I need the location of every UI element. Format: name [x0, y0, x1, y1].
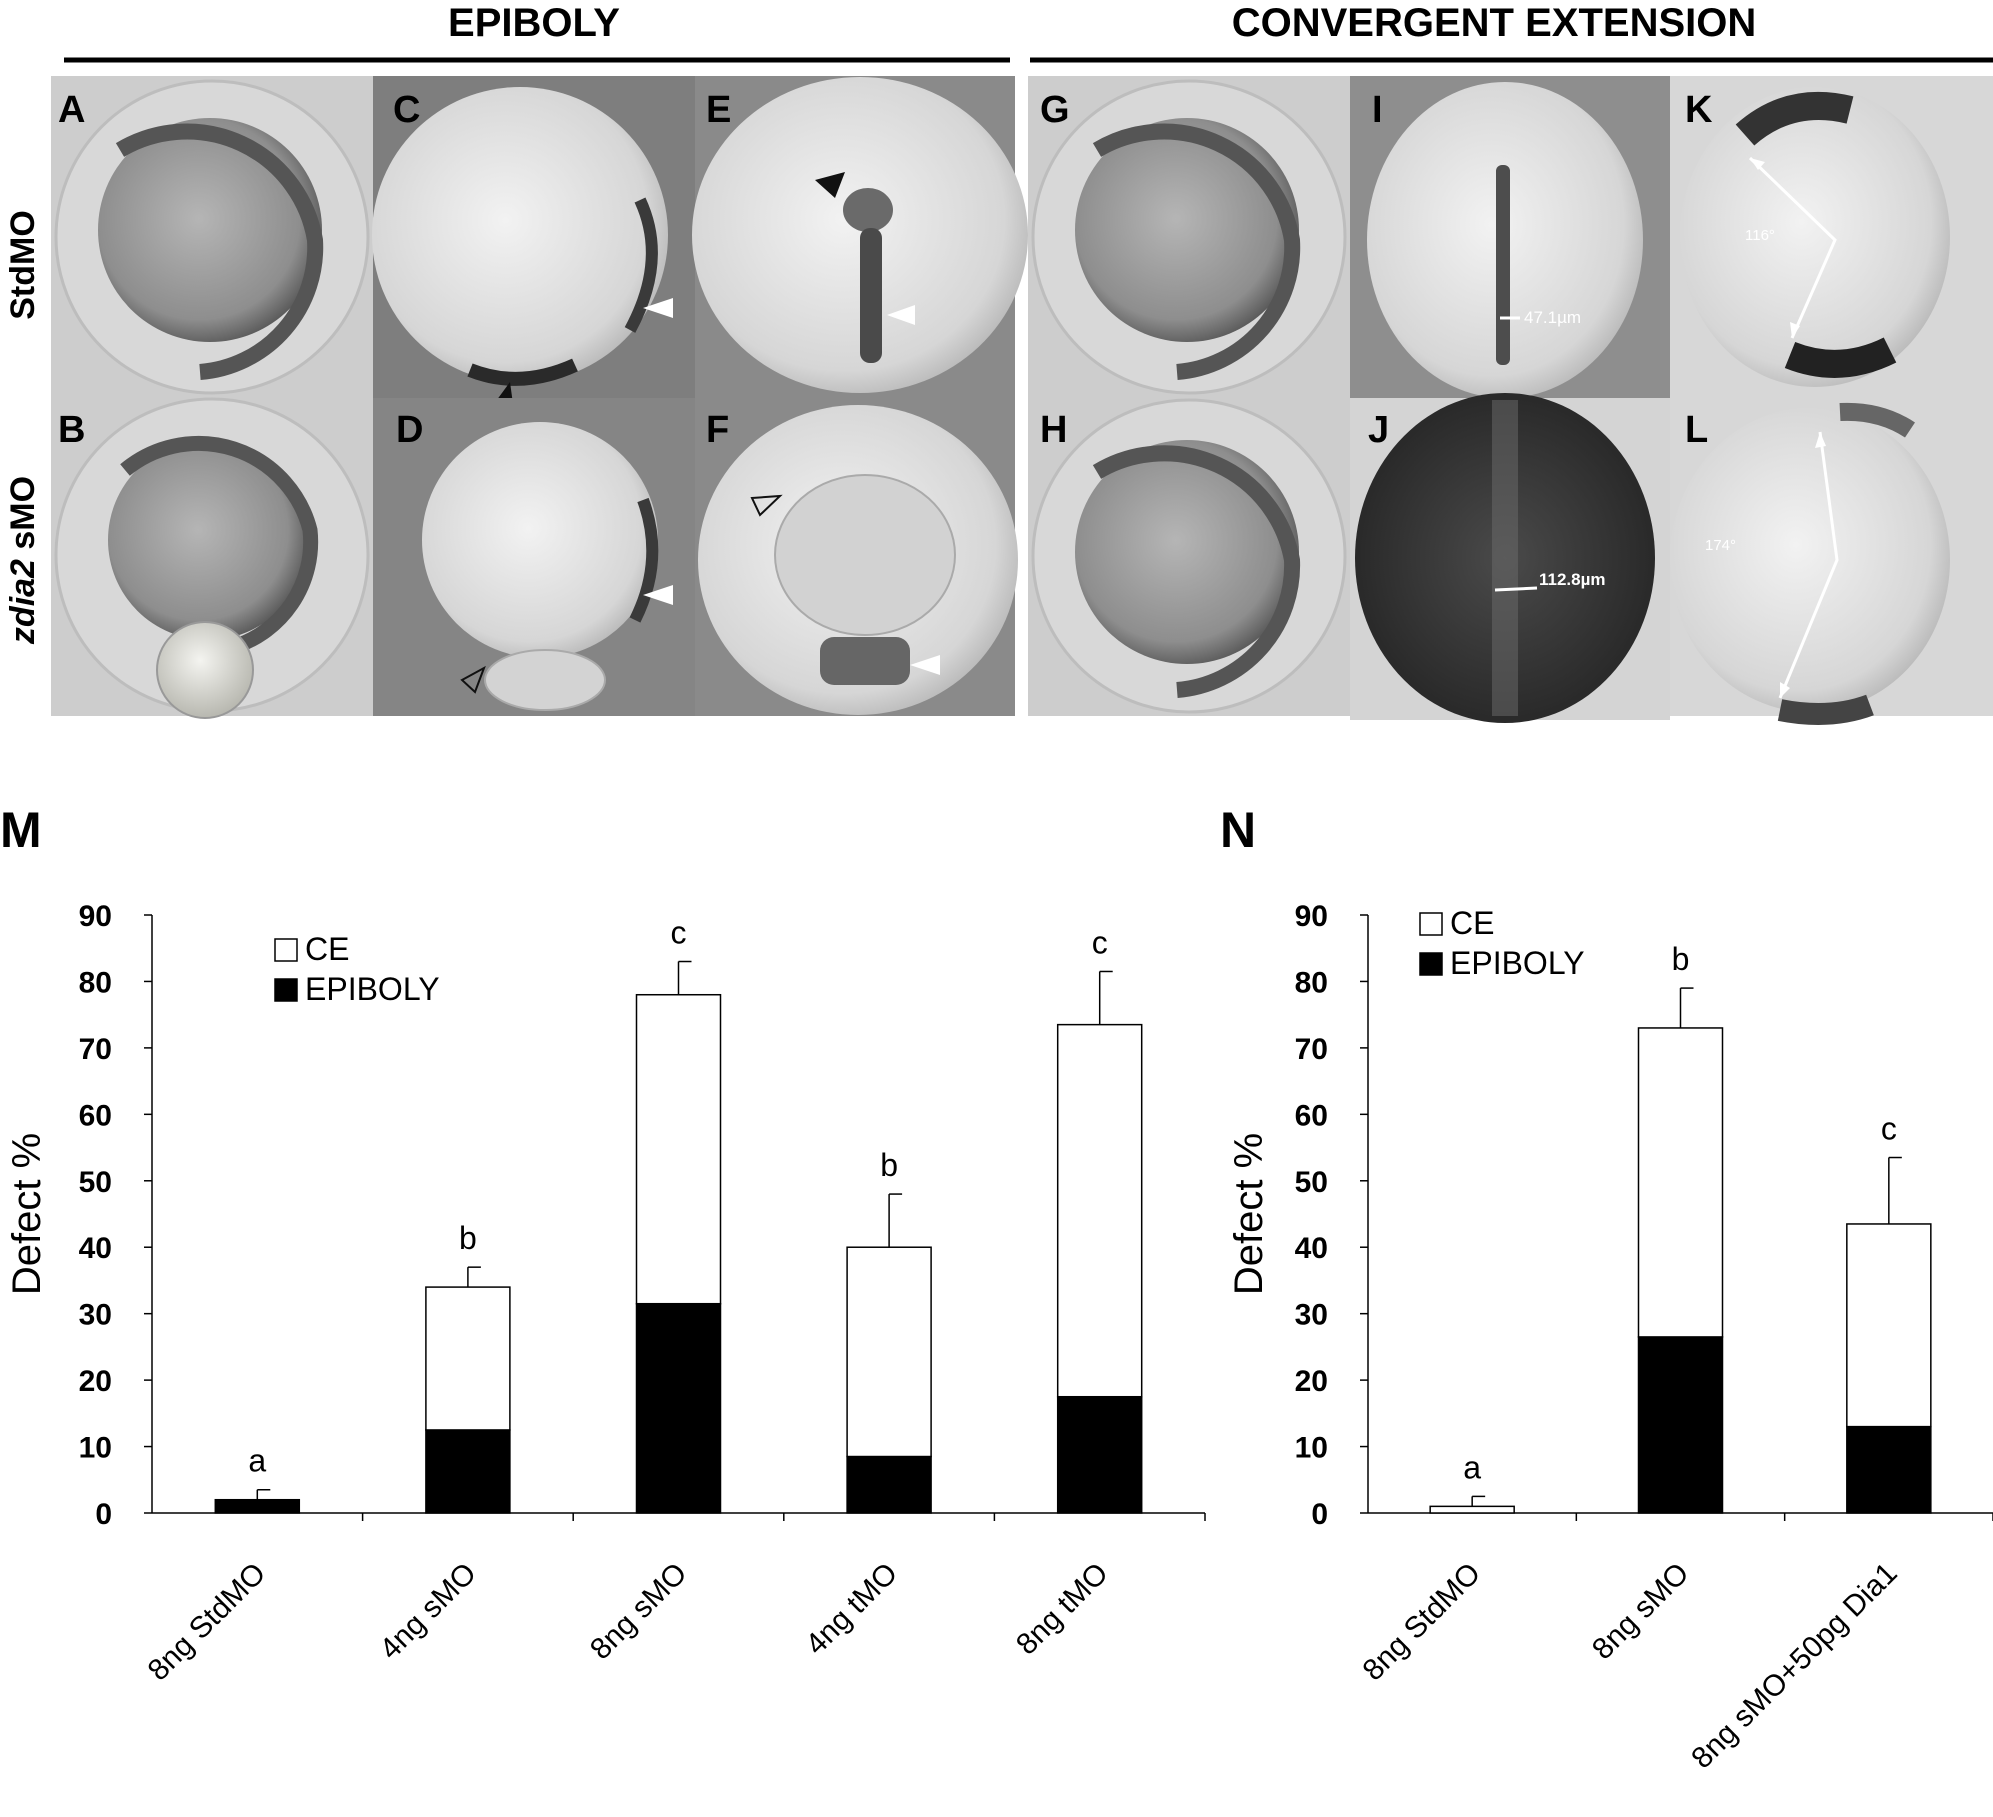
y-axis-label: Defect % — [1227, 1133, 1271, 1295]
significance-label: a — [248, 1443, 266, 1479]
legend-swatch-epiboly — [274, 978, 298, 1002]
y-tick-label: 40 — [1295, 1232, 1328, 1265]
bar-ce — [846, 1246, 932, 1458]
significance-label: a — [1463, 1449, 1481, 1485]
chart-m: 0 10 20 30 40 50 60 70 80 90 Defect % a 8ng StdMO b 4n… — [5, 900, 1206, 1688]
bar-epiboly — [214, 1498, 301, 1514]
x-tick-label: 8ng sMO+50pg Dia1 — [1685, 1557, 1904, 1776]
bar-ce — [425, 1286, 511, 1431]
panel-letter-d: D — [396, 409, 423, 451]
y-tick-label: 70 — [79, 1033, 112, 1066]
x-tick-label: 4ng sMO — [373, 1557, 482, 1666]
bar-ce — [635, 993, 722, 1305]
panel-letter-f: F — [706, 409, 729, 451]
y-tick-label: 60 — [1295, 1099, 1328, 1132]
y-tick-label: 20 — [1295, 1365, 1328, 1398]
y-tick-label: 10 — [79, 1432, 112, 1465]
bar-epiboly — [1637, 1336, 1724, 1514]
y-tick-label: 20 — [79, 1365, 112, 1398]
panel-letter-i: I — [1372, 89, 1383, 131]
chart-n: 0 10 20 30 40 50 60 70 80 90 Defect % a 8ng StdMO b 8n… — [1227, 900, 1993, 1775]
y-tick-label: 50 — [79, 1166, 112, 1199]
panel-e: E — [692, 76, 1028, 398]
y-tick-label: 80 — [79, 966, 112, 999]
row-label-smo: sMO — [4, 476, 42, 559]
y-tick-label: 30 — [79, 1299, 112, 1332]
panel-letter-b: B — [58, 409, 85, 451]
y-tick-label: 10 — [1295, 1432, 1328, 1465]
legend-label-ce: CE — [1450, 905, 1494, 941]
bar-ce — [1056, 1023, 1143, 1398]
bar-epiboly — [1846, 1425, 1932, 1514]
bar-epiboly — [846, 1455, 932, 1514]
y-tick-label: 50 — [1295, 1166, 1328, 1199]
significance-label: c — [1092, 924, 1108, 960]
panel-c: C — [372, 76, 695, 412]
legend-label-ce: CE — [305, 931, 349, 967]
y-tick-label: 90 — [79, 900, 112, 933]
panel-a: A — [51, 76, 373, 398]
panel-h: H — [1028, 398, 1350, 716]
significance-label: c — [671, 915, 687, 951]
header-convergent-extension: CONVERGENT EXTENSION — [1232, 1, 1757, 45]
panel-b: B — [51, 397, 373, 719]
x-tick-label: 8ng tMO — [1010, 1557, 1115, 1662]
panel-letter-a: A — [58, 89, 85, 131]
y-tick-label: 60 — [79, 1099, 112, 1132]
legend-label-epiboly: EPIBOLY — [1450, 945, 1585, 981]
legend-swatch-epiboly — [1419, 952, 1443, 976]
panel-letter-k: K — [1685, 89, 1713, 131]
bar-ce — [1429, 1505, 1515, 1514]
row-label-zdia2-smo: zdia2 sMO — [4, 476, 42, 645]
panel-f: F — [695, 398, 1018, 716]
bar-ce — [1637, 1027, 1724, 1338]
panel-letter-g: G — [1040, 89, 1070, 131]
y-tick-label: 70 — [1295, 1033, 1328, 1066]
y-tick-label: 80 — [1295, 966, 1328, 999]
x-tick-label: 8ng StdMO — [1356, 1557, 1487, 1688]
panel-g: G — [1028, 76, 1350, 398]
bar-epiboly — [425, 1429, 511, 1514]
header-epiboly: EPIBOLY — [448, 1, 620, 45]
panel-letter-e: E — [706, 89, 731, 131]
legend-label-epiboly: EPIBOLY — [305, 971, 440, 1007]
y-tick-label: 0 — [1311, 1498, 1328, 1531]
panel-letter-l: L — [1685, 409, 1708, 451]
legend-swatch-ce — [274, 938, 298, 962]
significance-label: b — [1672, 941, 1690, 977]
measurement-k: 116° — [1745, 227, 1775, 244]
y-axis-label: Defect % — [5, 1133, 49, 1295]
x-tick-label: 8ng StdMO — [142, 1557, 273, 1688]
row-label-stdmo: StdMO — [4, 210, 42, 320]
significance-label: c — [1881, 1111, 1897, 1147]
significance-label: b — [880, 1147, 898, 1183]
measurement-l: 174° — [1705, 537, 1736, 554]
panel-l: 174° L — [1670, 398, 1993, 725]
panel-i: 47.1µm I — [1350, 76, 1670, 398]
x-tick-label: 8ng sMO — [1586, 1557, 1695, 1666]
y-tick-label: 0 — [95, 1498, 112, 1531]
x-tick-label: 8ng sMO — [584, 1557, 693, 1666]
panel-d: D — [373, 398, 695, 716]
measurement-i: 47.1µm — [1524, 308, 1581, 327]
y-tick-label: 40 — [79, 1232, 112, 1265]
significance-label: b — [459, 1220, 477, 1256]
panel-j: 112.8µm J — [1350, 393, 1670, 723]
panel-letter-n: N — [1220, 802, 1256, 858]
x-tick-label: 4ng tMO — [799, 1557, 904, 1662]
bar-epiboly — [1056, 1395, 1143, 1514]
panel-letter-j: J — [1368, 409, 1389, 451]
panel-letter-h: H — [1040, 409, 1067, 451]
measurement-j: 112.8µm — [1539, 570, 1606, 589]
bar-epiboly — [635, 1302, 722, 1514]
y-tick-label: 90 — [1295, 900, 1328, 933]
panel-k: 116° K — [1670, 76, 1993, 398]
row-label-zdia2: zdia2 — [4, 559, 42, 645]
bar-ce — [1846, 1223, 1932, 1428]
panel-letter-c: C — [393, 89, 420, 131]
panel-letter-m: M — [0, 802, 42, 858]
y-tick-label: 30 — [1295, 1299, 1328, 1332]
legend-swatch-ce — [1419, 912, 1443, 936]
